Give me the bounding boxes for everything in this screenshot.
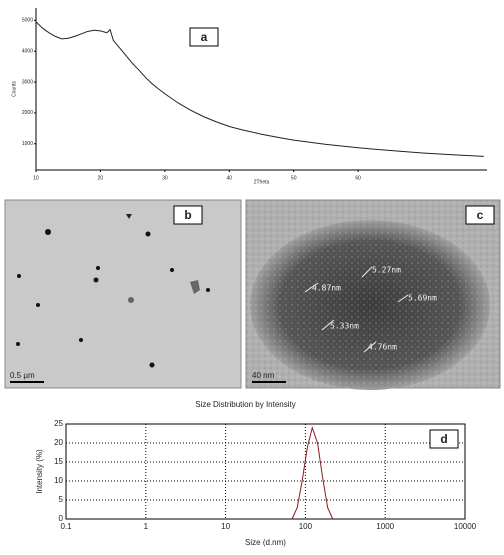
plot-frame	[65, 423, 466, 520]
x-tick-label: 0.1	[60, 522, 72, 531]
y-tick-label: 20	[54, 438, 63, 447]
panel-label: a	[201, 30, 208, 44]
x-tick-label: 60	[355, 175, 361, 181]
size-annotation: 4.76nm	[368, 343, 397, 352]
y-tick-label: 25	[54, 419, 63, 428]
panel-label-box	[429, 429, 459, 449]
tem-image-c: 40 nm c 5.27nm 4.87nm 5.69nm 5.33nm 4.76…	[245, 199, 501, 390]
size-annotation: 5.33nm	[330, 322, 359, 331]
scale-bar-label: 40 nm	[252, 371, 275, 380]
x-axis-label: 2Theta	[254, 179, 270, 185]
x-tick-label: 100	[299, 522, 313, 531]
x-tick-label: 30	[162, 175, 168, 181]
y-tick-label: 3000	[22, 79, 33, 85]
tem-image-b: 0.5 µm b	[4, 199, 242, 389]
y-tick-label: 10	[54, 476, 63, 485]
y-tick-label: 15	[54, 457, 63, 466]
x-tick-label: 1	[144, 522, 149, 531]
size-annotation: 5.69nm	[408, 294, 437, 303]
y-tick-label: 5000	[22, 18, 33, 24]
scale-bar-label: 0.5 µm	[10, 371, 35, 380]
x-tick-label: 10	[221, 522, 230, 531]
x-tick-label: 20	[98, 175, 104, 181]
chart-title: Size Distribution by Intensity	[195, 400, 296, 409]
data-line	[35, 21, 484, 157]
y-tick-label: 1000	[22, 141, 33, 147]
size-annotation: 5.27nm	[372, 266, 401, 275]
data-line	[291, 426, 334, 520]
y-tick-label: 4000	[22, 49, 33, 55]
x-tick-label: 50	[291, 175, 297, 181]
x-tick-label: 10	[33, 175, 39, 181]
size-annotation: 4.87nm	[312, 284, 341, 293]
y-axis-label: Intensity (%)	[35, 449, 44, 494]
y-tick-label: 5	[59, 495, 64, 504]
panel-label: d	[440, 432, 447, 446]
y-tick-label: 2000	[22, 110, 33, 116]
panel-label-box	[189, 27, 219, 47]
panel-label: c	[477, 208, 484, 222]
y-axis-label: Counts	[11, 81, 17, 97]
x-tick-label: 1000	[376, 522, 394, 531]
x-tick-label: 40	[227, 175, 233, 181]
y-tick-label: 0	[59, 514, 64, 523]
x-tick-label: 10000	[454, 522, 477, 531]
x-axis-label: Size (d.nm)	[245, 538, 286, 547]
panel-label: b	[184, 208, 191, 222]
